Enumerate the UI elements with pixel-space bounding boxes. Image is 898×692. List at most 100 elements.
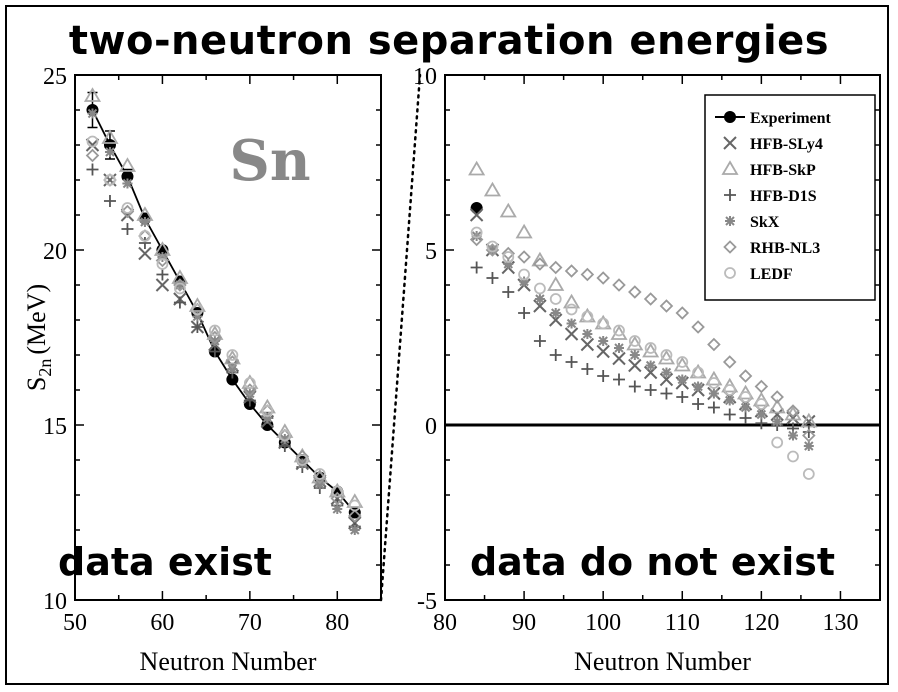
right-point-rhb-nl3	[754, 379, 769, 394]
right-point-hfb-sly4	[628, 358, 642, 373]
left-point-hfb-d1s	[103, 195, 116, 207]
left-y-tick-label: 20	[43, 239, 67, 265]
legend-marker-rhb-nl3	[723, 240, 737, 254]
right-point-rhb-nl3	[612, 278, 626, 292]
right-point-rhb-nl3	[580, 267, 595, 282]
left-point-ledf	[86, 135, 99, 148]
legend	[704, 94, 876, 301]
right-x-tick-label: 100	[585, 610, 621, 636]
right-point-hfb-d1s	[802, 426, 815, 438]
left-point-skx	[279, 434, 290, 444]
legend-box	[704, 94, 876, 301]
legend-marker-hfb-skp	[721, 160, 739, 175]
right-point-ledf	[739, 391, 752, 403]
left-point-skx	[297, 458, 308, 469]
right-point-hfb-skp	[626, 335, 644, 351]
right-point-hfb-d1s	[565, 356, 578, 368]
right-point-skx	[519, 276, 530, 287]
right-x-tick-label: 90	[512, 610, 536, 636]
right-point-ledf	[660, 349, 673, 361]
right-point-rhb-nl3	[770, 390, 784, 404]
left-point-hfb-d1s	[191, 321, 204, 333]
left-point-skx	[87, 108, 98, 119]
left-series-skx	[87, 108, 360, 535]
left-point-hfb-skp	[223, 349, 241, 365]
left-point-skx	[244, 388, 255, 399]
right-annotation: data do not exist	[470, 540, 835, 584]
left-point-hfb-sly4	[138, 246, 152, 261]
figure-border	[5, 5, 889, 685]
legend-label-ledf: LEDF	[750, 266, 793, 283]
right-point-hfb-sly4	[612, 351, 626, 366]
left-y-tick-label: 10	[43, 589, 67, 615]
left-point-hfb-d1s	[86, 163, 99, 176]
right-point-hfb-d1s	[597, 370, 610, 382]
right-point-ledf	[565, 303, 578, 316]
left-point-skx	[174, 280, 185, 290]
right-point-hfb-d1s	[549, 349, 562, 361]
left-point-skx	[104, 147, 115, 157]
right-point-hfb-d1s	[676, 391, 689, 403]
left-experiment-line	[91, 109, 356, 514]
right-point-hfb-d1s	[707, 401, 720, 414]
right-point-hfb-d1s	[644, 384, 657, 396]
right-point-rhb-nl3	[738, 369, 753, 383]
right-point-hfb-skp	[673, 356, 691, 372]
right-point-ledf	[581, 310, 594, 323]
left-point-ledf	[278, 429, 291, 442]
left-point-skx	[192, 311, 203, 322]
right-point-rhb-nl3	[643, 292, 658, 306]
right-point-ledf	[692, 366, 704, 379]
left-point-skx	[209, 336, 220, 346]
right-point-rhb-nl3	[707, 337, 721, 352]
right-point-skx	[645, 360, 656, 371]
left-point-hfb-d1s	[138, 237, 151, 249]
right-point-rhb-nl3	[485, 243, 500, 257]
y-label-subscript: 2n	[35, 359, 55, 377]
left-panel	[74, 74, 382, 601]
right-x-tick-label: 80	[433, 610, 457, 636]
right-point-ledf	[534, 282, 546, 295]
right-point-ledf	[470, 226, 483, 239]
right-point-rhb-nl3	[596, 271, 610, 285]
right-point-skx	[724, 395, 735, 406]
right-point-hfb-skp	[547, 276, 565, 291]
right-point-hfb-skp	[531, 251, 549, 267]
right-point-skx	[487, 245, 498, 255]
right-point-rhb-nl3	[533, 257, 547, 271]
right-point-hfb-skp	[657, 349, 676, 365]
left-point-ledf	[121, 202, 134, 214]
right-point-ledf	[518, 268, 530, 281]
right-point-ledf	[708, 377, 720, 389]
left-point-rhb-nl3	[243, 383, 257, 397]
right-point-skx	[471, 231, 482, 241]
y-label-main: S	[22, 377, 51, 391]
element-label: Sn	[229, 128, 310, 194]
right-point-hfb-skp	[515, 223, 533, 239]
right-point-ledf	[676, 356, 689, 368]
left-x-tick-label: 70	[238, 610, 262, 636]
legend-marker-hfb-d1s	[724, 189, 736, 201]
left-point-rhb-nl3	[225, 355, 240, 369]
left-x-tick-label: 50	[63, 610, 87, 636]
right-point-experiment	[470, 202, 483, 214]
left-annotation: data exist	[58, 540, 272, 584]
left-point-ledf	[313, 468, 326, 480]
legend-marker-skx	[725, 216, 735, 226]
left-point-ledf	[174, 282, 186, 295]
right-point-skx	[566, 318, 577, 329]
left-point-ledf	[226, 349, 239, 361]
right-point-hfb-d1s	[581, 363, 594, 375]
right-point-skx	[503, 259, 514, 269]
left-point-rhb-nl3	[347, 509, 362, 523]
left-point-ledf	[104, 174, 116, 186]
right-point-ledf	[486, 240, 499, 253]
left-y-axis-label: S2n (MeV)	[22, 284, 55, 391]
left-plot-area	[74, 74, 382, 601]
right-x-tick-label: 130	[822, 610, 858, 636]
legend-marker-hfb-sly4	[723, 136, 737, 150]
left-point-hfb-d1s	[121, 223, 134, 235]
left-series-hfb-skp	[83, 87, 364, 508]
